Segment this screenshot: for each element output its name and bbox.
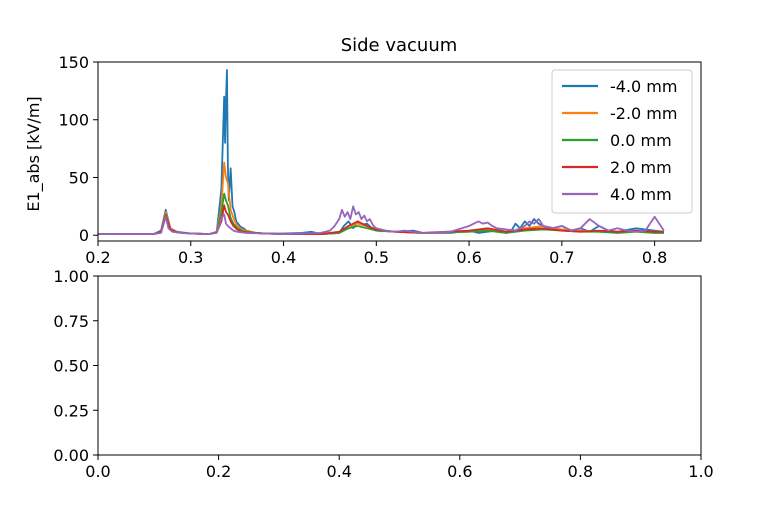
y-tick-label: 0: [79, 226, 89, 245]
x-tick-label: 0.6: [447, 462, 472, 481]
top-subplot-title: Side vacuum: [341, 35, 458, 56]
x-tick-label: 0.2: [206, 462, 231, 481]
x-tick-label: 0.6: [456, 248, 481, 267]
legend-label: 4.0 mm: [610, 185, 672, 204]
x-tick-label: 0.7: [549, 248, 574, 267]
legend-label: 2.0 mm: [610, 158, 672, 177]
y-tick-label: 0.00: [53, 446, 89, 465]
x-tick-label: 0.2: [85, 248, 110, 267]
x-tick-label: 0.5: [364, 248, 389, 267]
x-tick-label: 0.8: [642, 248, 667, 267]
x-tick-label: 0.4: [326, 462, 351, 481]
y-tick-label: 1.00: [53, 267, 89, 286]
y-tick-label: 0.25: [53, 401, 89, 420]
y-tick-label: 50: [69, 168, 89, 187]
x-tick-label: 0.8: [568, 462, 593, 481]
x-tick-label: 1.0: [688, 462, 713, 481]
top-subplot-ylabel: E1_abs [kV/m]: [24, 96, 44, 211]
y-tick-label: 150: [58, 53, 89, 72]
y-tick-label: 0.50: [53, 357, 89, 376]
x-tick-label: 0.0: [85, 462, 110, 481]
y-tick-label: 0.75: [53, 312, 89, 331]
legend-label: -4.0 mm: [610, 77, 677, 96]
x-tick-label: 0.4: [271, 248, 296, 267]
y-tick-label: 100: [58, 111, 89, 130]
legend-label: 0.0 mm: [610, 131, 672, 150]
legend: -4.0 mm -2.0 mm 0.0 mm 2.0 mm 4.0 mm: [552, 70, 692, 213]
x-tick-label: 0.3: [178, 248, 203, 267]
legend-label: -2.0 mm: [610, 104, 677, 123]
